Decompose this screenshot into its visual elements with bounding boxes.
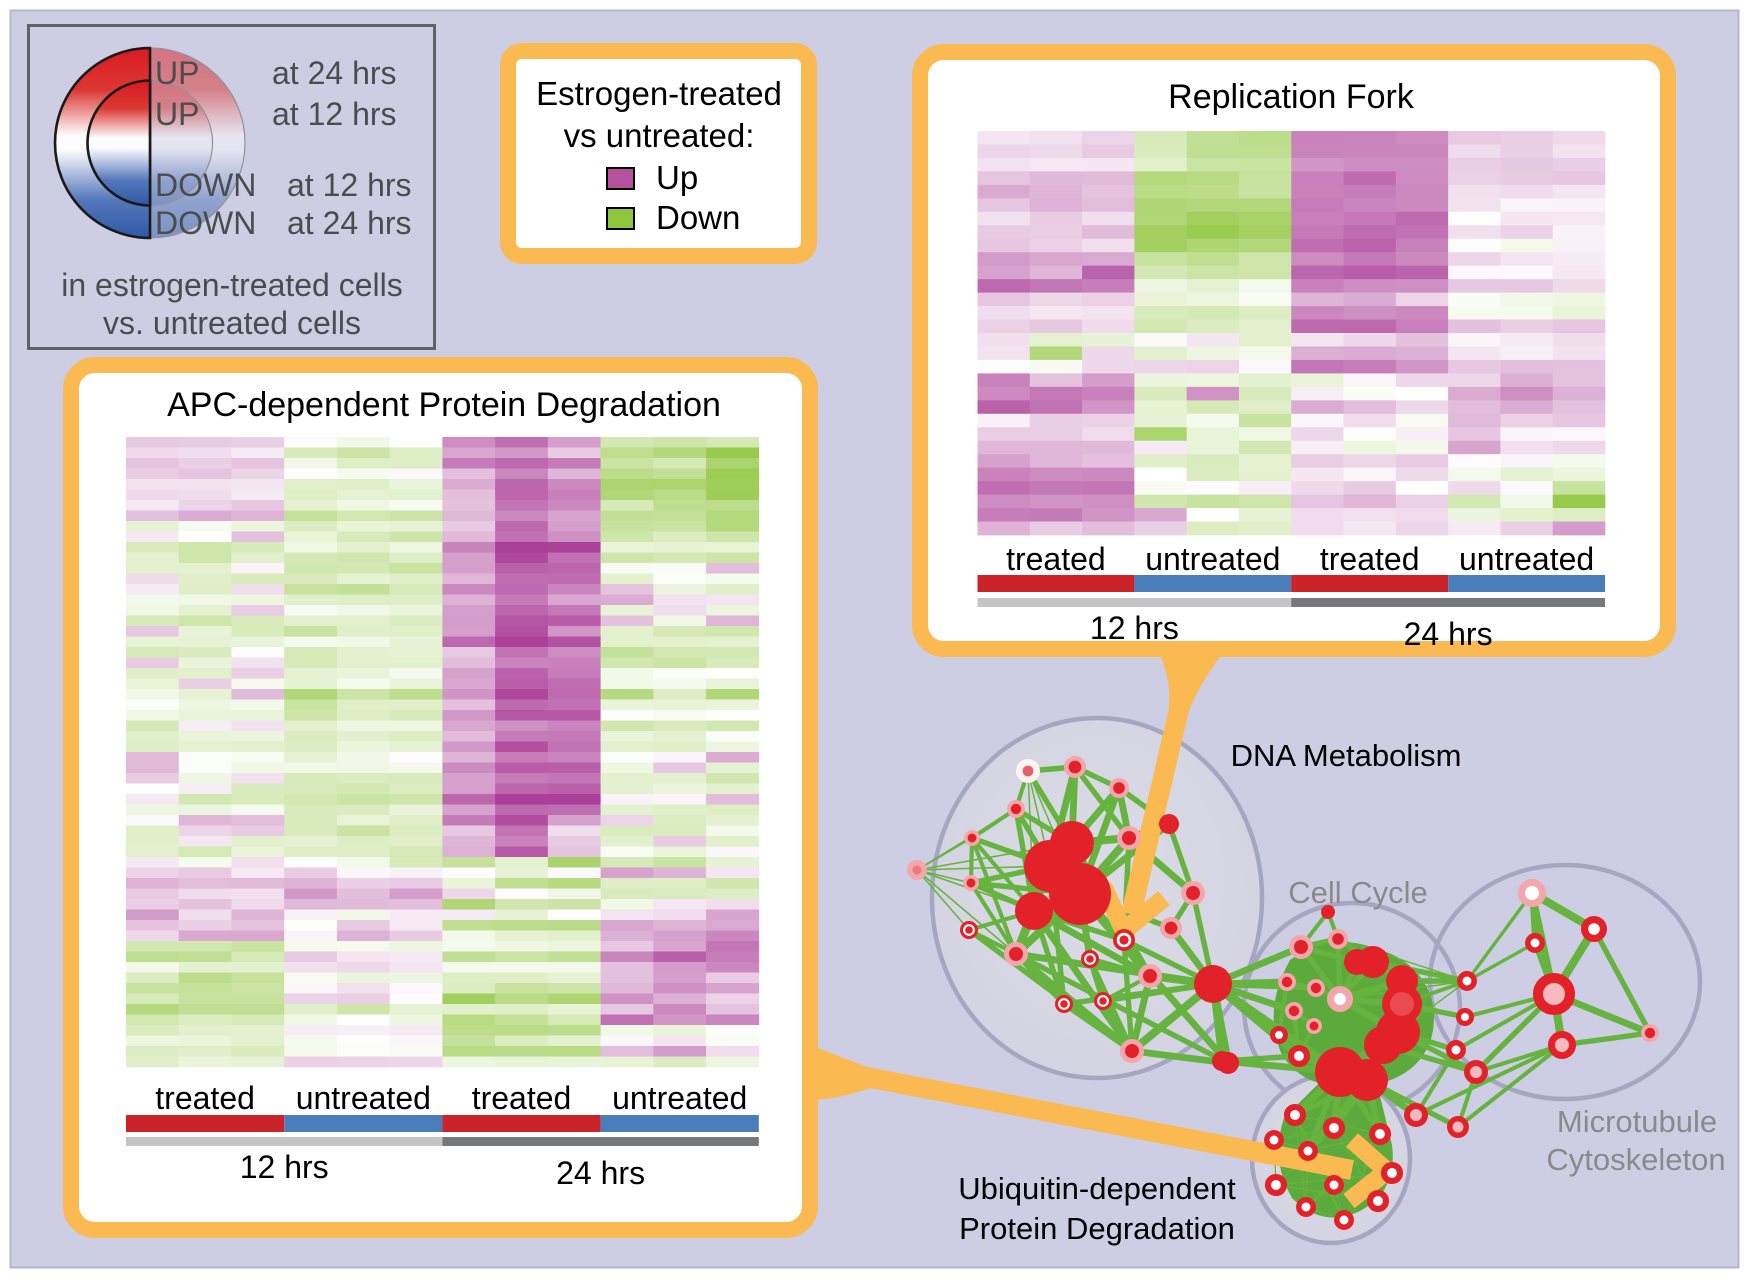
svg-text:DNA Metabolism: DNA Metabolism: [1231, 738, 1462, 773]
svg-text:Protein Degradation: Protein Degradation: [959, 1211, 1235, 1246]
svg-text:at 24 hrs: at 24 hrs: [287, 205, 412, 241]
svg-text:DOWN: DOWN: [155, 205, 256, 241]
svg-text:APC-dependent Protein Degradat: APC-dependent Protein Degradation: [167, 386, 721, 424]
svg-text:Down: Down: [656, 199, 740, 236]
svg-text:treated: treated: [472, 1080, 572, 1116]
svg-text:24 hrs: 24 hrs: [1404, 616, 1493, 652]
svg-text:Replication Fork: Replication Fork: [1168, 78, 1415, 116]
svg-text:12 hrs: 12 hrs: [1090, 610, 1179, 646]
svg-text:Cytoskeleton: Cytoskeleton: [1546, 1142, 1725, 1177]
svg-text:at 12 hrs: at 12 hrs: [272, 96, 397, 132]
svg-text:treated: treated: [1006, 541, 1106, 577]
svg-text:UP: UP: [155, 96, 199, 132]
svg-text:UP: UP: [155, 55, 199, 91]
svg-text:untreated: untreated: [612, 1080, 747, 1116]
svg-text:vs untreated:: vs untreated:: [564, 117, 755, 154]
svg-text:untreated: untreated: [296, 1080, 431, 1116]
svg-text:in estrogen-treated cells: in estrogen-treated cells: [61, 267, 403, 303]
svg-text:untreated: untreated: [1145, 541, 1280, 577]
svg-text:untreated: untreated: [1459, 541, 1594, 577]
svg-text:treated: treated: [1320, 541, 1420, 577]
svg-text:12 hrs: 12 hrs: [240, 1149, 329, 1185]
svg-text:at 24 hrs: at 24 hrs: [272, 55, 397, 91]
svg-text:Estrogen-treated: Estrogen-treated: [536, 75, 782, 112]
svg-text:Cell Cycle: Cell Cycle: [1288, 875, 1428, 910]
svg-text:Up: Up: [656, 159, 698, 196]
svg-text:DOWN: DOWN: [155, 167, 256, 203]
svg-text:Ubiquitin-dependent: Ubiquitin-dependent: [958, 1171, 1236, 1206]
svg-text:at 12 hrs: at 12 hrs: [287, 167, 412, 203]
svg-text:vs. untreated cells: vs. untreated cells: [103, 305, 361, 341]
svg-text:Microtubule: Microtubule: [1557, 1104, 1717, 1139]
svg-text:treated: treated: [155, 1080, 255, 1116]
svg-text:24 hrs: 24 hrs: [556, 1155, 645, 1191]
